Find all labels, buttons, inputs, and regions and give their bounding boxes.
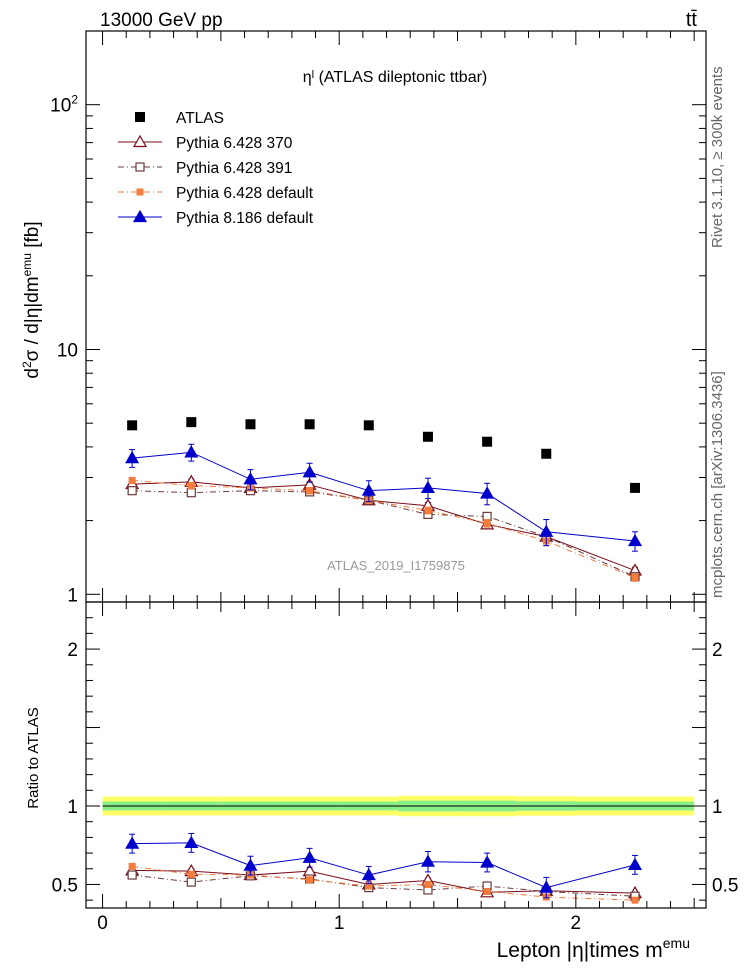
main-point-p8_default [184, 445, 199, 458]
main-point-atlas [363, 420, 374, 431]
ratio-point-p6_391 [186, 877, 196, 887]
header-left: 13000 GeV pp [100, 10, 223, 31]
legend-marker-p6_391 [135, 162, 145, 172]
ratio-point-p8_default [302, 850, 317, 863]
ratio-point-p8_default [480, 855, 495, 868]
main-ytick-label: 102 [50, 93, 78, 117]
main-point-p6_default [424, 506, 432, 514]
x-axis-title: Lepton |η|times memu [497, 935, 690, 962]
legend-item-atlas: ATLAS [135, 110, 224, 127]
main-point-p6_391 [186, 488, 196, 498]
main-point-p6_default [187, 482, 195, 490]
main-point-p6_default [306, 487, 314, 495]
main-point-p6_default [128, 476, 136, 484]
legend-marker-p6_default [136, 188, 144, 196]
main-line-p8_default [132, 451, 636, 542]
analysis-tag: ATLAS_2019_I1759875 [327, 558, 465, 573]
main-ytick-label: 10 [57, 340, 78, 361]
ratio-ylabel: Ratio to ATLAS [25, 707, 42, 808]
main-point-atlas [304, 419, 315, 430]
ratio-series-p8_default [125, 832, 643, 899]
main-point-atlas [541, 448, 552, 459]
ratio-point-p6_default [631, 896, 639, 904]
main-point-atlas [422, 431, 433, 442]
main-point-atlas [127, 420, 138, 431]
legend-item-p6_391: Pythia 6.428 391 [118, 160, 292, 177]
mcplots-label: mcplots.cern.ch [arXiv:1306.3436] [709, 371, 726, 598]
legend-label-p8_default: Pythia 8.186 default [176, 210, 314, 227]
ratio-point-p8_default [361, 867, 376, 881]
ratio-point-p8_default [184, 835, 199, 848]
legend-marker-p6_370 [132, 134, 148, 148]
main-point-atlas [482, 436, 493, 447]
main-series-layer [125, 417, 643, 582]
legend-label-atlas: ATLAS [176, 110, 224, 127]
ratio-point-p8_default [539, 880, 554, 893]
legend: ATLAS Pythia 6.428 370 Pythia 6.428 391 Pyt… [118, 110, 314, 227]
x-tick-label: 1 [334, 913, 345, 934]
main-point-p8_default [627, 533, 643, 547]
ratio-point-p8_default [420, 854, 435, 867]
ratio-line-p8_default [132, 842, 636, 889]
main-point-p8_default [125, 450, 140, 464]
legend-marker-p8_default [132, 209, 148, 223]
ratio-ytick-label-right: 0.5 [712, 875, 738, 896]
header-right: tt̄ [686, 9, 698, 31]
main-point-atlas [186, 417, 197, 428]
main-point-p8_default [420, 480, 435, 494]
main-ytick-label: 1 [67, 585, 78, 606]
legend-item-p8_default: Pythia 8.186 default [118, 209, 314, 227]
main-point-p8_default [302, 465, 317, 478]
ratio-frame [85, 601, 707, 909]
x-tick-label: 2 [571, 913, 582, 934]
ratio-point-p6_default [424, 880, 432, 888]
main-series-atlas [127, 417, 641, 493]
ratio-point-p6_default [365, 882, 373, 890]
ratio-point-p6_391 [127, 870, 137, 880]
legend-item-p6_370: Pythia 6.428 370 [118, 134, 293, 152]
ratio-point-p6_default [483, 888, 491, 896]
main-ytick-label-base: 10 [50, 96, 71, 117]
main-point-p8_default [243, 472, 258, 485]
legend-label-p6_370: Pythia 6.428 370 [176, 135, 293, 152]
main-point-p8_default [480, 486, 495, 499]
ratio-point-p6_default [187, 870, 195, 878]
main-point-p6_391 [127, 486, 137, 496]
ratio-ytick-label-right: 2 [712, 640, 723, 661]
rivet-label: Rivet 3.1.10, ≥ 300k events [709, 66, 726, 248]
x-tick-label: 0 [97, 913, 108, 934]
legend-label-p6_default: Pythia 6.428 default [176, 185, 314, 202]
ratio-line-p6_370 [132, 869, 636, 894]
main-point-atlas [245, 419, 256, 430]
legend-label-p6_391: Pythia 6.428 391 [176, 160, 292, 177]
plot-title: ηˡ (ATLAS dileptonic ttbar) [303, 69, 488, 86]
ratio-point-p6_default [128, 862, 136, 870]
ratio-point-p6_default [306, 876, 314, 884]
main-ytick-label-exp: 2 [71, 93, 78, 107]
main-ylabel: d2σ / d|η|dmemu [fb] [20, 221, 43, 378]
main-point-atlas [630, 482, 641, 493]
legend-item-p6_default: Pythia 6.428 default [118, 185, 314, 202]
main-series-p8_default [125, 443, 643, 552]
main-point-p8_default [361, 483, 376, 496]
ratio-series-layer [125, 832, 643, 904]
main-point-p6_default [631, 574, 639, 582]
ratio-ytick-label: 1 [67, 797, 78, 818]
ratio-point-p8_default [627, 857, 643, 870]
ratio-ytick-label: 2 [67, 640, 78, 661]
ratio-ytick-label-right: 1 [712, 797, 723, 818]
main-point-p6_default [483, 519, 491, 527]
main-point-p8_default [539, 524, 554, 537]
legend-marker-atlas [135, 112, 145, 122]
ratio-point-p8_default [243, 858, 258, 871]
ratio-point-p8_default [125, 836, 140, 849]
ratio-ytick-label: 0.5 [52, 875, 78, 896]
